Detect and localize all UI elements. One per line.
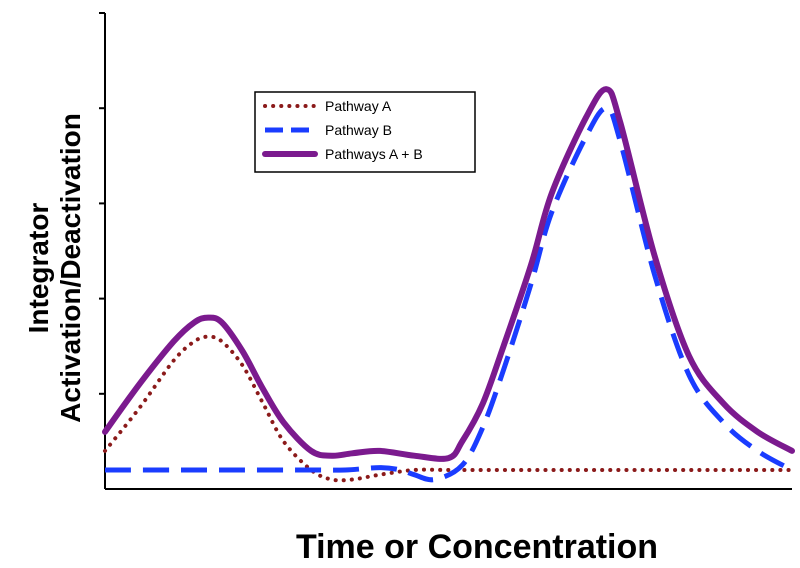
y-axis-title-line2: Activation/Deactivation (55, 113, 86, 423)
series-line-1 (105, 105, 794, 483)
y-tick-marks (99, 12, 105, 395)
plot-area (99, 12, 792, 490)
x-axis-title: Time or Concentration (296, 528, 658, 566)
legend: Pathway A Pathway B Pathways A + B (254, 91, 476, 173)
legend-label-1: Pathway B (325, 122, 392, 138)
y-axis-title-line1: Integrator (23, 203, 54, 334)
series-group (102, 86, 795, 483)
y-axis-title-group: Integrator Activation/Deactivation (23, 113, 86, 423)
legend-label-0: Pathway A (325, 98, 392, 114)
legend-label-2: Pathways A + B (325, 146, 423, 162)
series-line-2 (102, 86, 795, 462)
